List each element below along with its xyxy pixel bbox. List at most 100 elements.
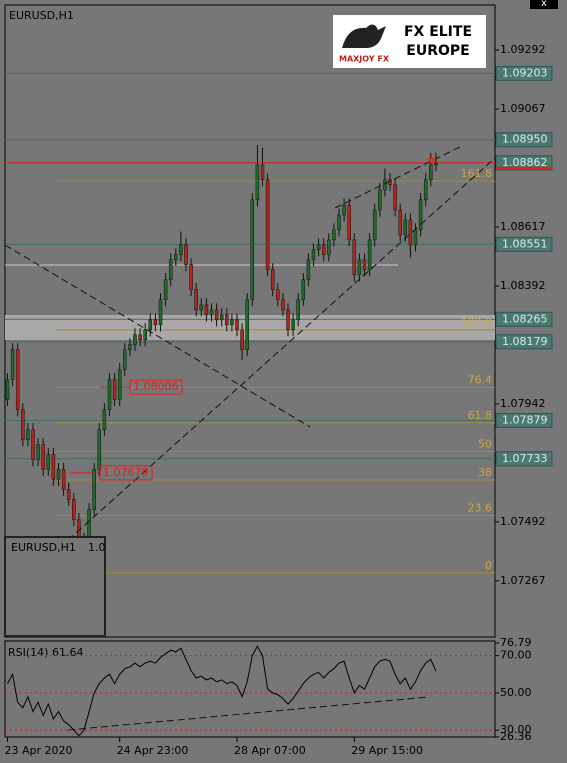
x-tick-label: 23 Apr 2020	[5, 744, 73, 757]
candle-body	[117, 369, 122, 400]
rsi-trend-line	[67, 696, 429, 731]
inset-symbol: EURUSD,H1	[11, 541, 76, 554]
logo-subtitle: EUROPE	[406, 43, 469, 59]
candle-body	[219, 314, 224, 321]
candle-body	[408, 219, 413, 246]
candle-body	[250, 199, 255, 300]
level-box	[495, 311, 553, 327]
level-box	[495, 412, 553, 428]
candle-body	[204, 304, 209, 316]
candle-body	[393, 184, 397, 211]
rsi-line	[7, 645, 437, 737]
level-label: 1.08862	[502, 156, 548, 169]
close-button[interactable]	[530, 0, 558, 9]
candle-body	[434, 162, 438, 166]
level-box	[495, 132, 553, 148]
candle-body	[31, 429, 35, 460]
candle-body	[36, 444, 40, 460]
candle-body	[423, 179, 428, 201]
candle-body	[26, 429, 30, 440]
rsi-title: RSI(14) 61.64	[8, 646, 83, 659]
fib-label: 23.6	[468, 502, 493, 515]
candle-body	[327, 239, 331, 256]
price-tag-box	[99, 465, 153, 481]
candle-body	[163, 279, 168, 300]
level-label: 1.08179	[502, 335, 548, 348]
symbol-label: EURUSD,H1	[9, 9, 74, 22]
candle-body	[383, 179, 387, 191]
y-tick-label: 1.07492	[500, 515, 546, 528]
x-tick-label: 24 Apr 23:00	[117, 744, 189, 757]
level-label: 1.07733	[502, 452, 548, 465]
candle-body	[403, 219, 408, 236]
candle-body	[286, 309, 290, 331]
candle-body	[143, 329, 147, 340]
close-label[interactable]: x	[541, 0, 547, 9]
level-box	[495, 65, 553, 81]
logo-title: FX ELITE	[404, 24, 472, 40]
candle-body	[316, 244, 321, 251]
level-label: 1.08265	[502, 312, 548, 325]
candle-body	[342, 204, 346, 216]
fib-label: 0	[485, 559, 492, 572]
fib-label: 161.8	[461, 167, 493, 180]
price-tag-label: 1.07679	[103, 466, 149, 479]
y-tick-label: 1.09292	[500, 43, 546, 56]
inset	[4, 536, 106, 637]
zone	[5, 315, 495, 340]
candle-body	[306, 259, 311, 280]
price-tag-box	[129, 379, 183, 395]
candle-body	[41, 444, 45, 470]
levels	[5, 72, 495, 574]
candle-body	[235, 319, 239, 331]
candle-body	[5, 379, 10, 400]
trend-line	[67, 157, 496, 541]
candle-body	[158, 299, 163, 326]
candle-body	[194, 289, 198, 311]
candle-body	[388, 179, 392, 186]
candle-body	[107, 379, 112, 410]
candle-body	[367, 239, 372, 271]
candle-body	[138, 334, 142, 340]
candle-body	[260, 164, 265, 181]
arrow-marker	[427, 158, 436, 164]
level-label: 1.08950	[502, 133, 548, 146]
candle-body	[301, 279, 306, 300]
y-tick-label: 1.08392	[500, 279, 546, 292]
candle-body	[66, 489, 71, 500]
candle-body	[46, 454, 51, 470]
candle-body	[240, 329, 244, 350]
candle-body	[51, 454, 56, 480]
y-tick-label: 50.00	[500, 686, 532, 699]
candle-body	[362, 259, 367, 271]
y-tick-label: 1.09067	[500, 102, 546, 115]
candle-body	[311, 249, 316, 261]
candle-body	[123, 349, 127, 370]
candle-body	[413, 229, 418, 246]
y-tick-label: 76.79	[500, 636, 532, 649]
candle-body	[189, 264, 193, 290]
y-tick-label: 70.00	[500, 649, 532, 662]
candle-body	[61, 469, 66, 490]
candle-body	[168, 259, 173, 280]
level-label: 1.09203	[502, 66, 548, 79]
logo-bull	[342, 24, 386, 48]
candle-body	[184, 244, 188, 266]
candle-body	[10, 349, 15, 380]
candle-body	[418, 199, 423, 231]
candle-body	[398, 209, 402, 236]
candle-body	[72, 499, 76, 520]
logo-brand: MAXJOY FX	[339, 55, 390, 64]
candle-body	[332, 229, 336, 241]
candle-body	[153, 319, 158, 326]
candle-body	[296, 299, 300, 321]
level-box	[495, 451, 553, 467]
candle-body	[21, 409, 25, 440]
fib-label: 38	[478, 466, 492, 479]
level-label: 1.08551	[502, 237, 548, 250]
candle-body	[128, 344, 132, 350]
candle-body	[270, 269, 275, 290]
fib-label: 100.0	[461, 316, 493, 329]
y-tick-label: 1.07267	[500, 574, 546, 587]
candle-body	[112, 379, 117, 400]
